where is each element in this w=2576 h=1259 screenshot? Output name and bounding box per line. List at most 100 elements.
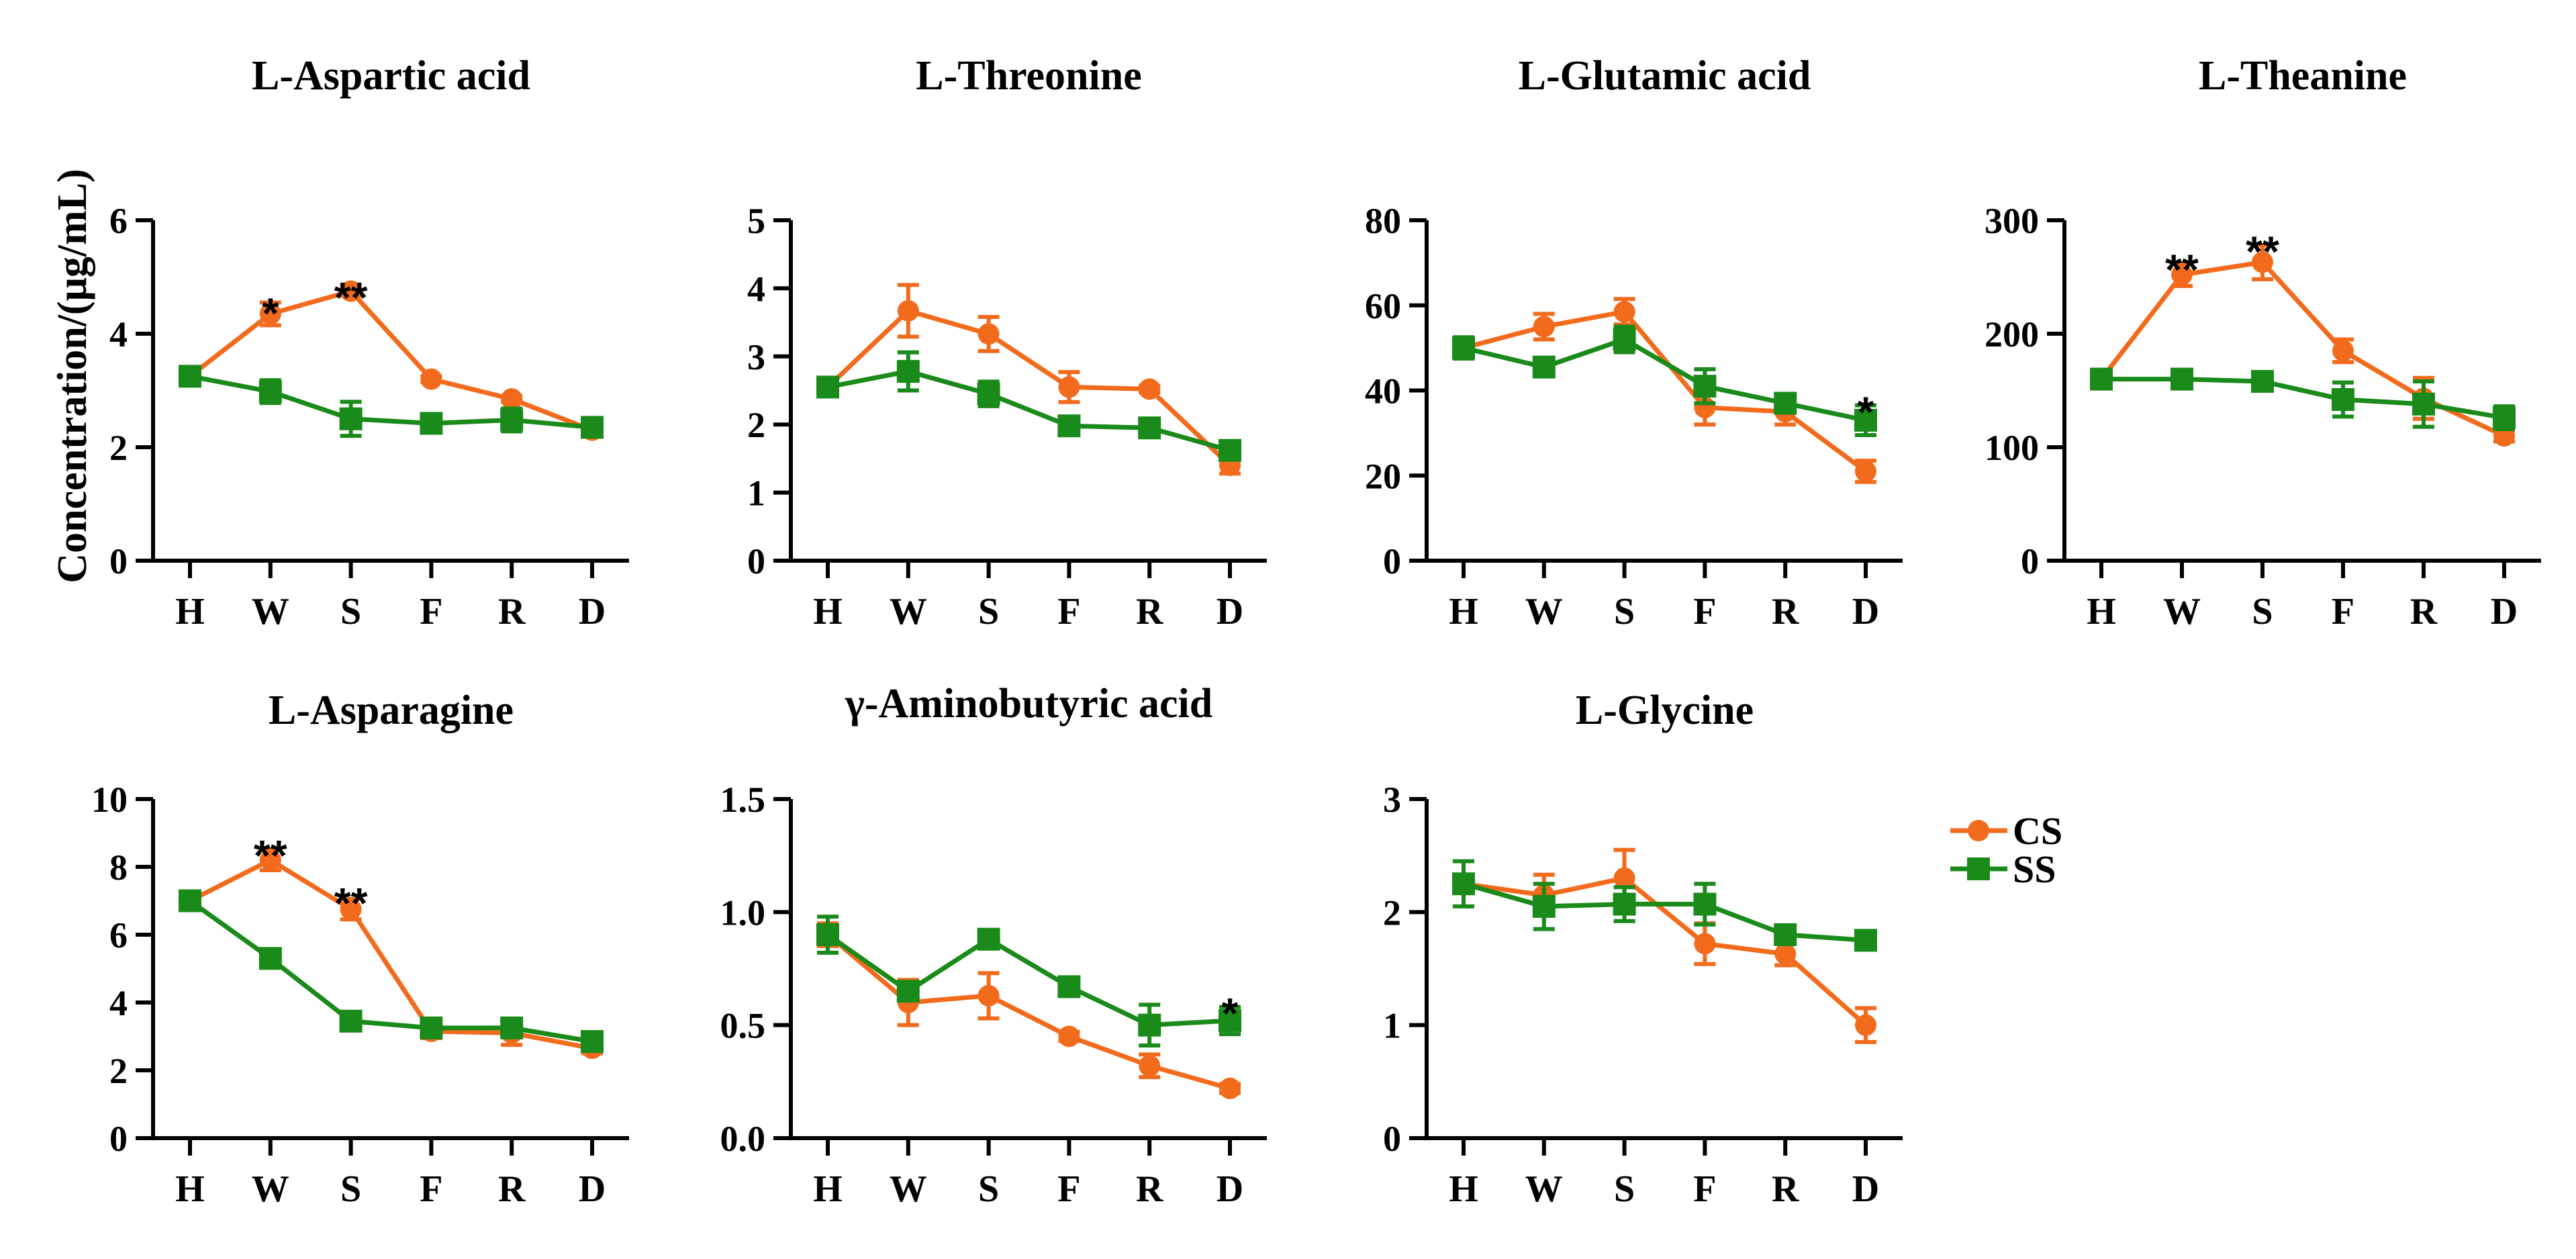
y-tick-label: 0 bbox=[747, 541, 765, 581]
chart-panel: L-Glutamic acid 0 20 40 60 80 H W S F R D * bbox=[1365, 53, 1903, 633]
x-tick-label: W bbox=[2163, 591, 2201, 633]
series-line-ss bbox=[189, 373, 593, 430]
y-tick-label: 0 bbox=[1383, 541, 1401, 581]
series-cs bbox=[2091, 243, 2515, 447]
data-point-ss bbox=[258, 380, 282, 404]
x-tick-label: D bbox=[2491, 591, 2518, 633]
data-point-cs bbox=[1533, 316, 1555, 338]
x-tick-label: D bbox=[1852, 1168, 1879, 1210]
data-point-ss bbox=[339, 407, 363, 430]
legend-item-cs: CS bbox=[1950, 809, 2062, 853]
y-tick-label: 4 bbox=[747, 269, 765, 309]
x-tick-label: F bbox=[1057, 591, 1080, 633]
y-tick-label: 0 bbox=[109, 541, 128, 581]
data-point-ss bbox=[2493, 406, 2516, 430]
data-point-ss bbox=[2170, 367, 2193, 391]
x-tick-label: S bbox=[978, 591, 999, 633]
data-point-ss bbox=[1057, 975, 1081, 998]
significance-marker: * bbox=[1222, 989, 1239, 1037]
x-tick-label: F bbox=[2332, 591, 2354, 633]
data-point-ss bbox=[2090, 367, 2113, 391]
x-tick-label: R bbox=[1772, 1168, 1799, 1210]
y-tick-label: 1 bbox=[747, 473, 765, 514]
legend-marker bbox=[1967, 857, 1990, 880]
data-point-cs bbox=[1139, 1055, 1161, 1077]
data-point-ss bbox=[1613, 328, 1636, 351]
x-tick-label: H bbox=[2087, 591, 2116, 633]
series-ss bbox=[179, 889, 604, 1054]
x-tick-label: H bbox=[1449, 1168, 1478, 1210]
chart-panel: L-Glycine 0 1 2 3 H W S F R D bbox=[1383, 688, 1903, 1210]
series-ss bbox=[1452, 859, 1877, 952]
data-point-ss bbox=[2412, 392, 2435, 416]
data-point-ss bbox=[1057, 414, 1081, 438]
y-tick-label: 0.5 bbox=[720, 1006, 766, 1046]
data-point-cs bbox=[501, 388, 523, 410]
significance-marker: ** bbox=[334, 879, 368, 927]
y-tick-label: 0 bbox=[2021, 541, 2039, 581]
data-point-ss bbox=[1693, 892, 1717, 916]
x-tick-label: S bbox=[340, 591, 361, 633]
data-point-ss bbox=[258, 947, 282, 970]
x-tick-label: W bbox=[1525, 591, 1563, 633]
data-point-ss bbox=[1693, 375, 1717, 398]
data-point-ss bbox=[581, 1030, 604, 1054]
y-tick-label: 60 bbox=[1365, 286, 1401, 326]
y-tick-label: 1.5 bbox=[720, 780, 766, 820]
data-point-cs bbox=[2171, 264, 2193, 286]
x-tick-label: F bbox=[1057, 1168, 1080, 1210]
y-tick-label: 1.0 bbox=[720, 892, 766, 933]
y-tick-label: 4 bbox=[109, 983, 128, 1023]
x-tick-label: R bbox=[498, 591, 526, 633]
data-point-ss bbox=[1219, 1009, 1241, 1032]
data-point-cs bbox=[259, 849, 281, 871]
series-cs bbox=[179, 280, 603, 441]
chart-title: L-Asparagine bbox=[269, 688, 514, 733]
y-tick-label: 20 bbox=[1365, 456, 1401, 496]
x-tick-label: S bbox=[1614, 1168, 1635, 1210]
data-point-ss bbox=[500, 1016, 524, 1039]
series-cs bbox=[817, 283, 1241, 477]
data-point-ss bbox=[1219, 438, 1241, 462]
series-cs bbox=[1453, 297, 1876, 484]
data-point-ss bbox=[2332, 388, 2354, 412]
series-line-ss bbox=[188, 898, 593, 1044]
series-line-ss bbox=[2101, 377, 2505, 420]
data-point-cs bbox=[259, 303, 281, 325]
series-cs bbox=[179, 847, 603, 1060]
chart-title: γ-Aminobutyric acid bbox=[845, 681, 1212, 727]
chart-title: L-Aspartic acid bbox=[252, 53, 530, 99]
y-tick-label: 6 bbox=[109, 201, 128, 241]
data-point-ss bbox=[816, 375, 839, 399]
data-point-ss bbox=[1854, 929, 1877, 952]
y-tick-label: 3 bbox=[1383, 780, 1401, 820]
x-tick-label: W bbox=[252, 1168, 289, 1210]
data-point-ss bbox=[1532, 355, 1556, 379]
data-point-cs bbox=[1613, 301, 1635, 323]
data-point-cs bbox=[1219, 1077, 1241, 1099]
data-point-cs bbox=[1694, 933, 1716, 955]
data-point-cs bbox=[2252, 251, 2273, 273]
series-line-cs bbox=[188, 289, 593, 432]
chart-panel: γ-Aminobutyric acid 0.0 0.5 1.0 1.5 H W S F R D * bbox=[720, 681, 1267, 1210]
x-tick-label: H bbox=[175, 591, 205, 633]
x-tick-label: H bbox=[813, 1168, 843, 1210]
significance-marker: ** bbox=[254, 831, 287, 880]
y-tick-label: 0 bbox=[109, 1119, 128, 1159]
series-ss bbox=[816, 915, 1241, 1047]
y-tick-label: 2 bbox=[747, 405, 765, 445]
x-tick-label: S bbox=[978, 1168, 999, 1210]
data-point-ss bbox=[1532, 894, 1556, 918]
y-tick-label: 4 bbox=[109, 314, 128, 355]
x-tick-label: R bbox=[2410, 591, 2438, 633]
data-point-ss bbox=[1138, 1013, 1161, 1037]
x-tick-label: R bbox=[498, 1168, 526, 1210]
x-tick-label: S bbox=[340, 1168, 361, 1210]
data-point-ss bbox=[977, 927, 1000, 951]
y-tick-label: 100 bbox=[1985, 428, 2039, 468]
legend-label: SS bbox=[2013, 847, 2056, 891]
chart-title: L-Glycine bbox=[1576, 688, 1754, 733]
data-point-ss bbox=[420, 1016, 443, 1039]
